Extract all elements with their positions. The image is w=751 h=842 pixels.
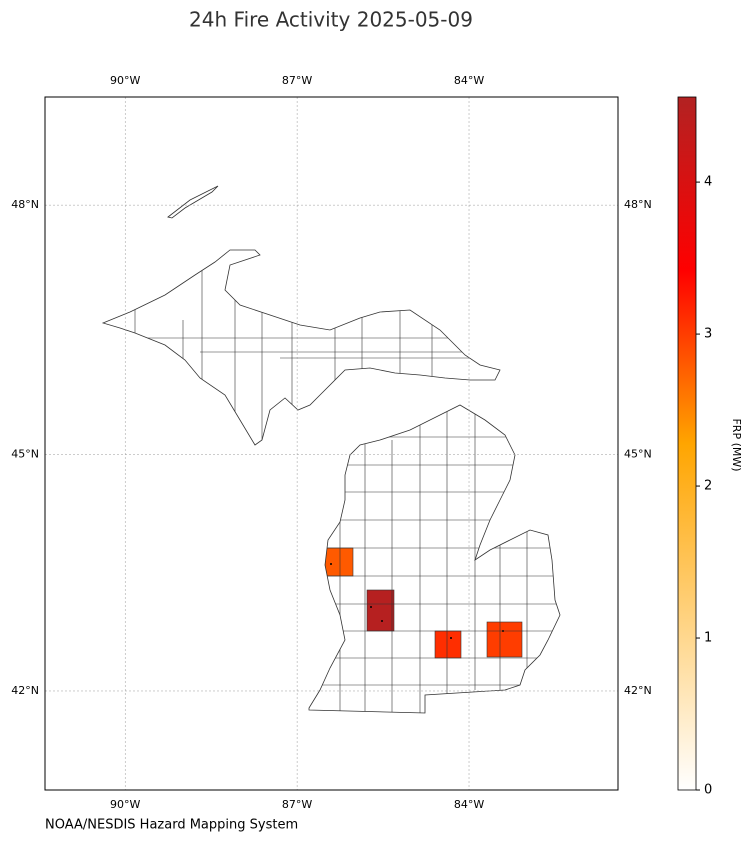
chart-title: 24h Fire Activity 2025-05-09	[189, 8, 473, 32]
fire-detection	[381, 620, 383, 622]
upper-peninsula-counties	[103, 260, 500, 440]
x-tick-label: 90°W	[110, 798, 140, 811]
source-note: NOAA/NESDIS Hazard Mapping System	[45, 818, 298, 833]
state-outline	[308, 404, 561, 714]
fire-county	[434, 630, 462, 659]
colorbar-tick-label: 4	[704, 175, 712, 190]
map	[101, 185, 561, 714]
y-tick-label: 48°N	[624, 198, 652, 211]
x-tick-label: 84°W	[454, 74, 484, 87]
fire-county	[486, 621, 523, 658]
x-tick-label: 87°W	[282, 74, 312, 87]
colorbar-tick-label: 1	[704, 631, 712, 646]
fire-county	[324, 547, 354, 577]
x-tick-label: 84°W	[454, 798, 484, 811]
colorbar-tick-label: 0	[704, 783, 712, 798]
fire-detection	[370, 606, 372, 608]
y-tick-label: 48°N	[11, 198, 39, 211]
x-tick-label: 87°W	[282, 798, 312, 811]
y-tick-label: 42°N	[624, 684, 652, 697]
lower-peninsula	[309, 405, 560, 713]
y-tick-label: 42°N	[11, 684, 39, 697]
x-tick-label: 90°W	[110, 74, 140, 87]
map-frame	[44, 96, 619, 791]
y-tick-label: 45°N	[624, 447, 652, 460]
fire-detection	[450, 637, 452, 639]
fire-county	[366, 589, 395, 632]
y-tick-label: 45°N	[11, 447, 39, 460]
fire-detection	[330, 563, 332, 565]
colorbar-tick-label: 3	[704, 327, 712, 342]
upper-peninsula	[101, 249, 501, 446]
isle-royale	[167, 185, 219, 219]
colorbar-tick-label: 2	[704, 479, 712, 494]
colorbar-label: FRP (MW)	[730, 418, 743, 471]
colorbar	[677, 96, 697, 791]
